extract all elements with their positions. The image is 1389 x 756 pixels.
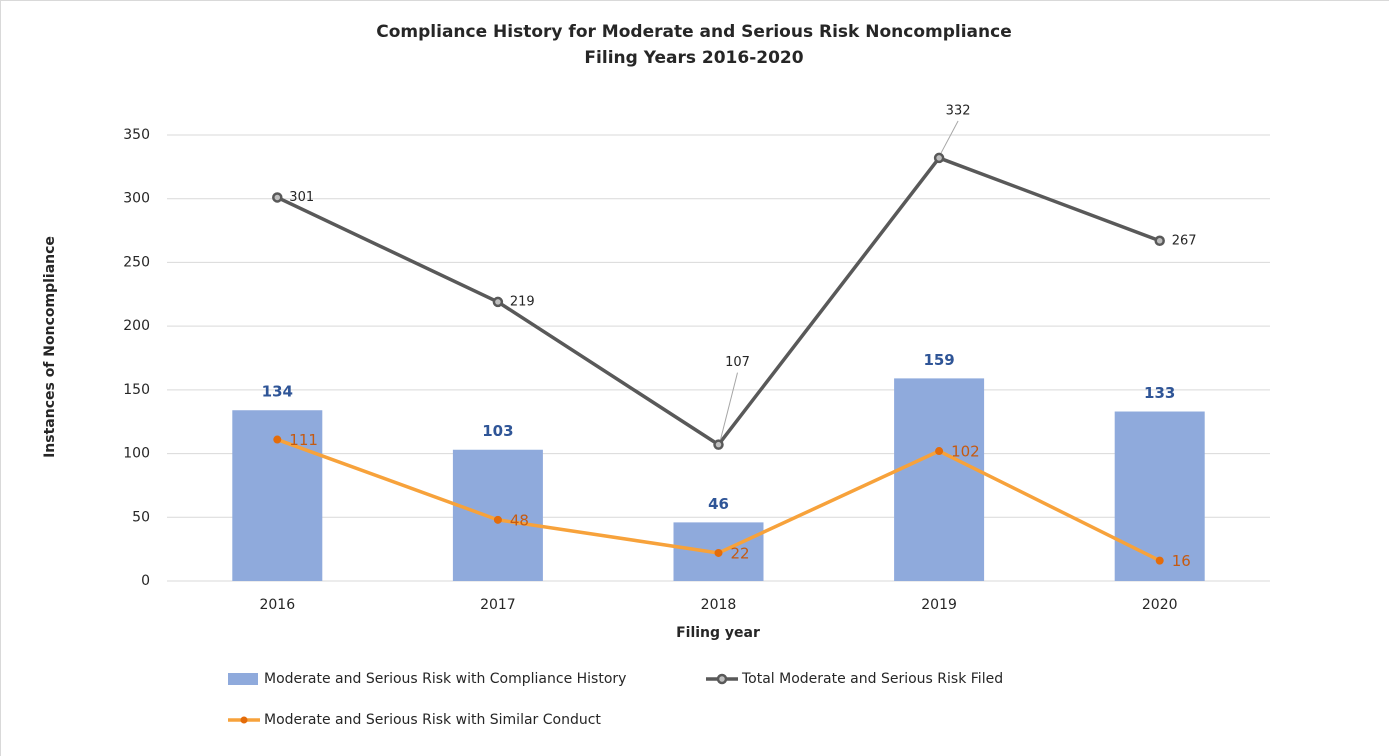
label-leader bbox=[940, 120, 959, 154]
line-value-label: 48 bbox=[510, 511, 529, 529]
line-marker bbox=[493, 515, 502, 524]
line-marker bbox=[1155, 556, 1164, 565]
x-tick-label: 2018 bbox=[701, 597, 737, 613]
legend-marker bbox=[716, 673, 728, 685]
line-value-label: 16 bbox=[1172, 552, 1191, 570]
chart-title: Compliance History for Moderate and Seri… bbox=[376, 22, 1011, 42]
line-marker bbox=[713, 439, 724, 450]
line-marker bbox=[272, 192, 283, 203]
legend-label: Moderate and Serious Risk with Similar C… bbox=[264, 712, 601, 728]
legend-swatch bbox=[228, 673, 258, 685]
y-tick-label: 50 bbox=[132, 509, 150, 525]
x-axis-label: Filing year bbox=[676, 625, 760, 641]
legend-marker bbox=[240, 716, 248, 724]
bar bbox=[894, 378, 985, 581]
bar-value-label: 159 bbox=[923, 351, 954, 369]
legend-label: Total Moderate and Serious Risk Filed bbox=[741, 671, 1003, 687]
chart-subtitle: Filing Years 2016-2020 bbox=[584, 48, 803, 68]
line-marker bbox=[1154, 235, 1165, 247]
y-tick-label: 250 bbox=[123, 254, 150, 270]
line-value-label: 102 bbox=[951, 443, 980, 461]
line-value-label: 22 bbox=[731, 544, 750, 562]
bar-value-label: 103 bbox=[482, 422, 513, 440]
y-tick-label: 0 bbox=[141, 573, 150, 589]
bar-value-label: 134 bbox=[262, 383, 293, 401]
bar-value-label: 133 bbox=[1144, 384, 1175, 402]
label-leader bbox=[720, 372, 738, 440]
x-tick-label: 2019 bbox=[921, 597, 957, 613]
line-marker bbox=[714, 548, 723, 557]
line-marker bbox=[273, 435, 282, 444]
bar bbox=[452, 449, 543, 581]
line-marker bbox=[935, 447, 944, 456]
x-tick-label: 2017 bbox=[480, 597, 516, 613]
y-tick-label: 200 bbox=[123, 318, 150, 334]
y-tick-label: 300 bbox=[123, 191, 150, 207]
line-marker bbox=[933, 152, 945, 164]
bar-value-label: 46 bbox=[708, 495, 729, 513]
y-axis-label: Instances of Noncompliance bbox=[42, 236, 58, 458]
line-value-label: 111 bbox=[289, 431, 318, 449]
line-value-label: 332 bbox=[946, 103, 971, 118]
line-value-label: 107 bbox=[725, 355, 750, 370]
y-tick-label: 350 bbox=[123, 127, 150, 143]
x-tick-label: 2016 bbox=[259, 597, 295, 613]
line-value-label: 219 bbox=[510, 294, 535, 309]
x-tick-label: 2020 bbox=[1142, 597, 1178, 613]
line-marker bbox=[492, 296, 504, 308]
bar bbox=[1114, 411, 1205, 581]
y-tick-label: 100 bbox=[123, 446, 150, 462]
line-value-label: 267 bbox=[1172, 233, 1197, 248]
line-value-label: 301 bbox=[289, 190, 314, 205]
legend-label: Moderate and Serious Risk with Complianc… bbox=[264, 671, 626, 687]
y-tick-label: 150 bbox=[123, 382, 150, 398]
